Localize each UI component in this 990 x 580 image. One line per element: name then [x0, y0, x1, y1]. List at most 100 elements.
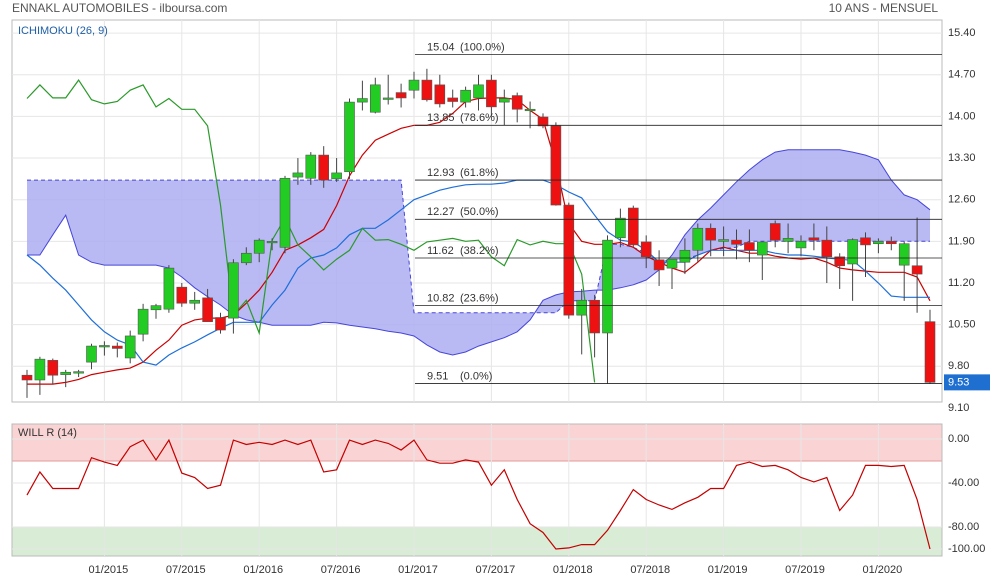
candle-body: [679, 249, 691, 263]
fib-label: (23.6%): [460, 293, 499, 305]
indicator-line: [26, 79, 596, 383]
x-tick-label: 01/2019: [708, 564, 748, 576]
candle-body: [821, 239, 833, 258]
candle-body: [305, 154, 317, 179]
candle-body: [202, 297, 213, 322]
candle-body: [189, 299, 200, 304]
candle-body: [434, 84, 446, 105]
candle-body: [550, 125, 562, 206]
candle-body: [653, 259, 665, 271]
candle-body: [537, 116, 549, 127]
x-tick-label: 07/2019: [785, 564, 825, 576]
candle-body: [756, 241, 768, 256]
candle-body: [873, 241, 884, 245]
cloud-edge: [27, 149, 931, 356]
fib-label: (78.6%): [460, 112, 499, 124]
y-tick-label: 12.60: [948, 194, 976, 206]
candle-body: [498, 98, 510, 103]
cloud-edge: [27, 179, 930, 314]
indicator-line: [26, 179, 930, 366]
fib-value: 13.85: [427, 112, 455, 124]
y-tick-label: 9.10: [948, 402, 969, 414]
candle-body: [718, 239, 729, 242]
y-tick-label: 0.00: [948, 433, 969, 445]
oversold-zone: [12, 526, 942, 556]
x-tick-label: 07/2017: [476, 564, 516, 576]
candle-body: [241, 252, 252, 264]
x-tick-label: 01/2017: [398, 564, 438, 576]
candle-body: [511, 95, 523, 110]
candle-body: [344, 101, 355, 173]
candle-body: [137, 308, 149, 335]
candle-body: [808, 237, 820, 241]
candle-body: [563, 204, 575, 316]
candle-body: [395, 92, 407, 99]
candle-body: [898, 243, 910, 266]
candle-body: [924, 321, 936, 383]
candle-body: [60, 371, 72, 375]
candle-body: [769, 223, 781, 241]
candle-body: [369, 84, 381, 113]
candle-body: [602, 239, 613, 334]
fib-label: (50.0%): [460, 206, 499, 218]
x-tick-label: 01/2016: [243, 564, 283, 576]
candle-body: [576, 299, 588, 316]
candle-body: [228, 262, 239, 319]
candle-body: [21, 374, 33, 381]
candle-body: [215, 317, 226, 331]
candle-body: [112, 345, 123, 349]
candle-body: [357, 98, 368, 103]
panel-title: WILL R (14): [18, 427, 77, 439]
page-title: ENNAKL AUTOMOBILES - ilboursa.com: [12, 1, 227, 15]
x-tick-label: 07/2015: [166, 564, 206, 576]
y-tick-label: 11.20: [948, 277, 975, 289]
candle-body: [176, 286, 188, 304]
candle-body: [421, 79, 433, 101]
y-tick-label: -100.00: [948, 543, 985, 555]
candle-body: [382, 97, 394, 100]
candle-body: [34, 358, 46, 381]
fib-value: 10.82: [427, 293, 455, 305]
overbought-zone: [12, 424, 942, 461]
candle-body: [615, 217, 626, 239]
candle-body: [911, 265, 923, 275]
y-tick-label: 9.80: [948, 360, 969, 372]
candle-body: [731, 239, 742, 245]
candle-body: [627, 207, 639, 246]
candle-body: [782, 238, 794, 242]
candle-body: [795, 241, 807, 249]
fib-label: (100.0%): [460, 41, 505, 53]
candle-body: [253, 239, 265, 254]
candle-body: [47, 360, 59, 376]
y-tick-label: 14.70: [948, 69, 976, 81]
period: 10 ANS - MENSUEL: [829, 1, 939, 15]
fib-value: 9.51: [427, 370, 448, 382]
candle-body: [692, 227, 704, 251]
fib-label: (38.2%): [460, 245, 499, 257]
candle-body: [885, 241, 897, 245]
candle-body: [473, 84, 484, 99]
last-value-label: 9.53: [948, 376, 969, 388]
candle-body: [124, 335, 136, 359]
candle-body: [834, 256, 846, 267]
candle-body: [744, 242, 755, 251]
cloud: [27, 149, 930, 355]
candle-body: [705, 227, 717, 241]
last-value-tag: [944, 374, 990, 391]
line: [26, 438, 931, 550]
y-tick-label: 14.00: [948, 110, 976, 122]
candle-body: [524, 108, 536, 112]
candle-body: [486, 79, 497, 108]
candle-body: [460, 89, 471, 103]
candle-body: [640, 241, 652, 258]
candle-body: [292, 172, 304, 178]
panel-title: ICHIMOKU (26, 9): [18, 25, 108, 37]
y-tick-label: 15.40: [948, 27, 976, 39]
y-tick-label: -80.00: [948, 521, 979, 533]
panel: [11, 423, 943, 557]
x-tick-label: 01/2020: [863, 564, 903, 576]
candle-body: [266, 241, 278, 244]
x-tick-label: 07/2018: [630, 564, 670, 576]
